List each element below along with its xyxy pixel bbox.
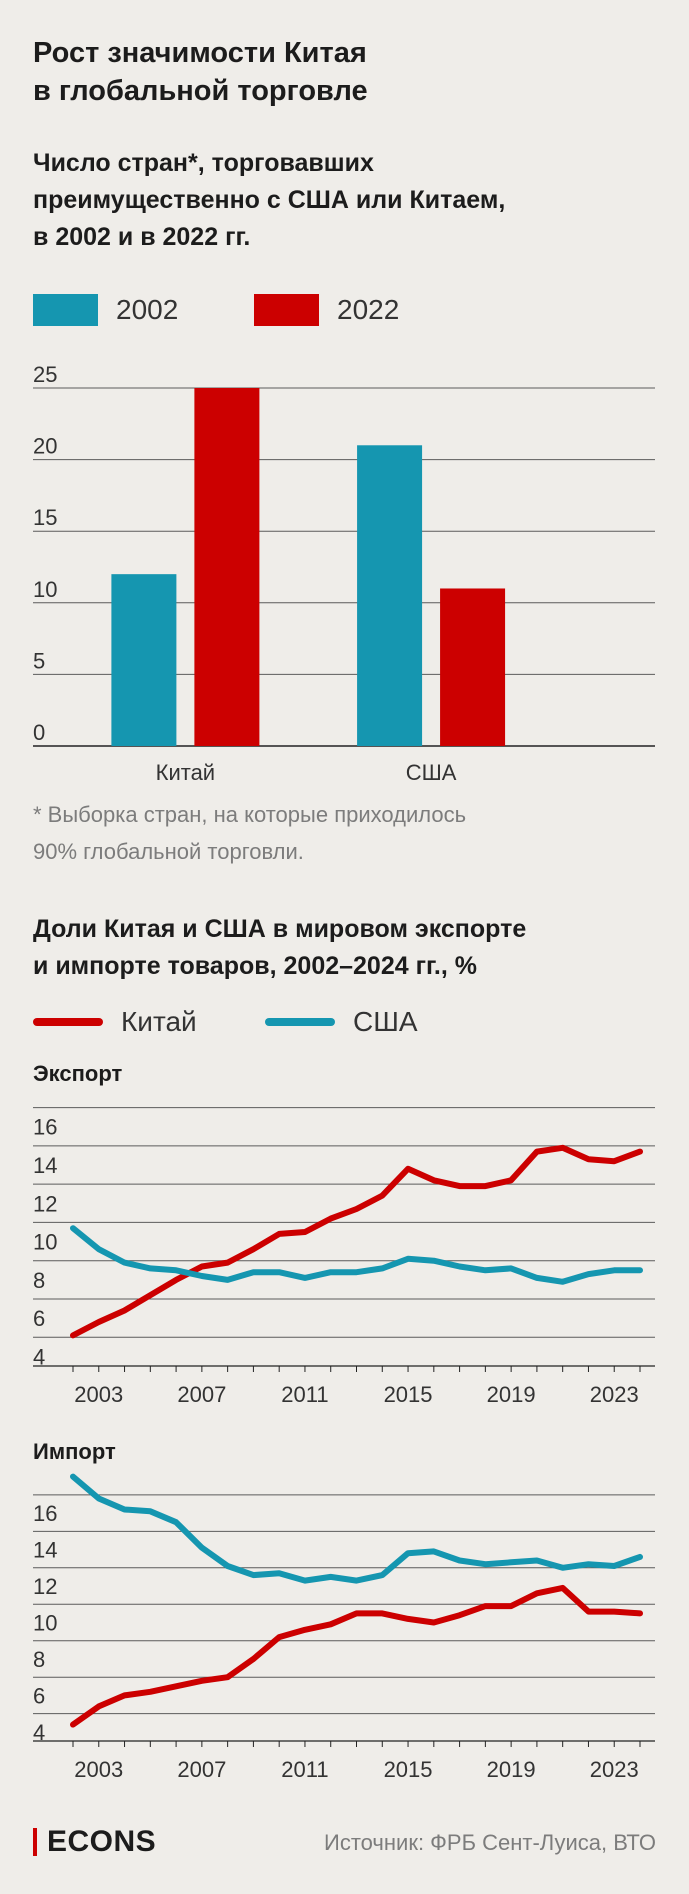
logo-text: ECONS	[47, 1825, 157, 1858]
import-ytick-label: 12	[33, 1574, 57, 1599]
export-ytick-label: 4	[33, 1344, 45, 1369]
import-xtick-label: 2019	[487, 1757, 536, 1782]
line-legend-item-china: Китай	[33, 1006, 197, 1038]
legend-swatch-2002	[33, 294, 98, 326]
import-ytick-label: 4	[33, 1720, 45, 1745]
import-xtick-label: 2003	[74, 1757, 123, 1782]
legend-label-china: Китай	[121, 1006, 197, 1037]
export-line-china	[70, 1144, 643, 1339]
source-note: Источник: ФРБ Сент-Луиса, ВТО	[324, 1830, 656, 1855]
bar-2002-usa	[357, 445, 423, 746]
bar-ytick-label: 10	[33, 577, 57, 602]
bar-2002-china	[111, 574, 177, 746]
export-xtick-label: 2019	[487, 1382, 536, 1407]
legend-swatch-2022	[254, 294, 319, 326]
export-ytick-label: 12	[33, 1191, 57, 1216]
export-line-usa	[70, 1225, 643, 1285]
export-panel-label: Экспорт	[33, 1061, 123, 1086]
export-xtick-label: 2015	[384, 1382, 433, 1407]
import-xtick-label: 2015	[384, 1757, 433, 1782]
import-line-china	[70, 1584, 643, 1728]
export-ytick-label: 14	[33, 1153, 57, 1178]
export-ytick-label: 10	[33, 1230, 57, 1255]
import-ytick-label: 8	[33, 1647, 45, 1672]
bar-ytick-label: 20	[33, 434, 57, 459]
export-ytick-label: 8	[33, 1268, 45, 1293]
legend-label-2022: 2022	[337, 294, 400, 325]
export-xtick-label: 2003	[74, 1382, 123, 1407]
export-xtick-label: 2007	[177, 1382, 226, 1407]
import-ytick-label: 6	[33, 1683, 45, 1708]
export-xtick-label: 2011	[281, 1382, 328, 1407]
econs-logo: ECONS	[33, 1825, 156, 1859]
import-ytick-label: 10	[33, 1610, 57, 1635]
import-ytick-label: 14	[33, 1538, 57, 1563]
line-chart-subtitle: Доли Китая и США в мировом экспорте и им…	[33, 915, 527, 980]
bar-category-label: Китай	[156, 760, 215, 785]
import-panel-label: Импорт	[33, 1439, 116, 1464]
bar-2022-usa	[440, 588, 506, 746]
import-line-usa	[70, 1473, 643, 1584]
bar-legend-item-2022: 2022	[254, 294, 399, 326]
legend-label-2002: 2002	[116, 294, 179, 325]
bar-ytick-label: 15	[33, 505, 57, 530]
export-ytick-label: 16	[33, 1115, 57, 1140]
bar-category-label: США	[406, 760, 457, 785]
export-line-chart: 4 6 8 10 12 14 16 2003 2007 2011 2015 2019 2023	[33, 1107, 655, 1407]
logo-bar-icon	[33, 1828, 37, 1856]
import-xtick-label: 2011	[281, 1757, 328, 1782]
import-xtick-label: 2023	[590, 1757, 639, 1782]
legend-line-usa	[265, 1018, 335, 1026]
bar-legend-item-2002: 2002	[33, 294, 178, 326]
line-legend-item-usa: США	[265, 1006, 418, 1038]
bar-2022-china	[194, 388, 260, 746]
page-title: Рост значимости Китая в глобальной торго…	[33, 37, 368, 107]
bar-ytick-label: 5	[33, 648, 45, 673]
legend-line-china	[33, 1018, 103, 1026]
bar-chart-footnote: * Выборка стран, на которые приходилось …	[33, 802, 467, 864]
bar-chart-subtitle: Число стран*, торговавших преимущественн…	[33, 149, 506, 251]
import-ytick-label: 16	[33, 1501, 57, 1526]
legend-label-usa: США	[353, 1006, 418, 1037]
export-ytick-label: 6	[33, 1306, 45, 1331]
import-line-chart: 4 6 8 10 12 14 16 2003 2007 2011 2015 2019 2023	[33, 1473, 655, 1782]
bar-chart: 0 5 10 15 20 25 Китай США	[33, 362, 655, 785]
bar-ytick-label: 0	[33, 720, 45, 745]
export-xtick-label: 2023	[590, 1382, 639, 1407]
bar-ytick-label: 25	[33, 362, 57, 387]
import-xtick-label: 2007	[177, 1757, 226, 1782]
